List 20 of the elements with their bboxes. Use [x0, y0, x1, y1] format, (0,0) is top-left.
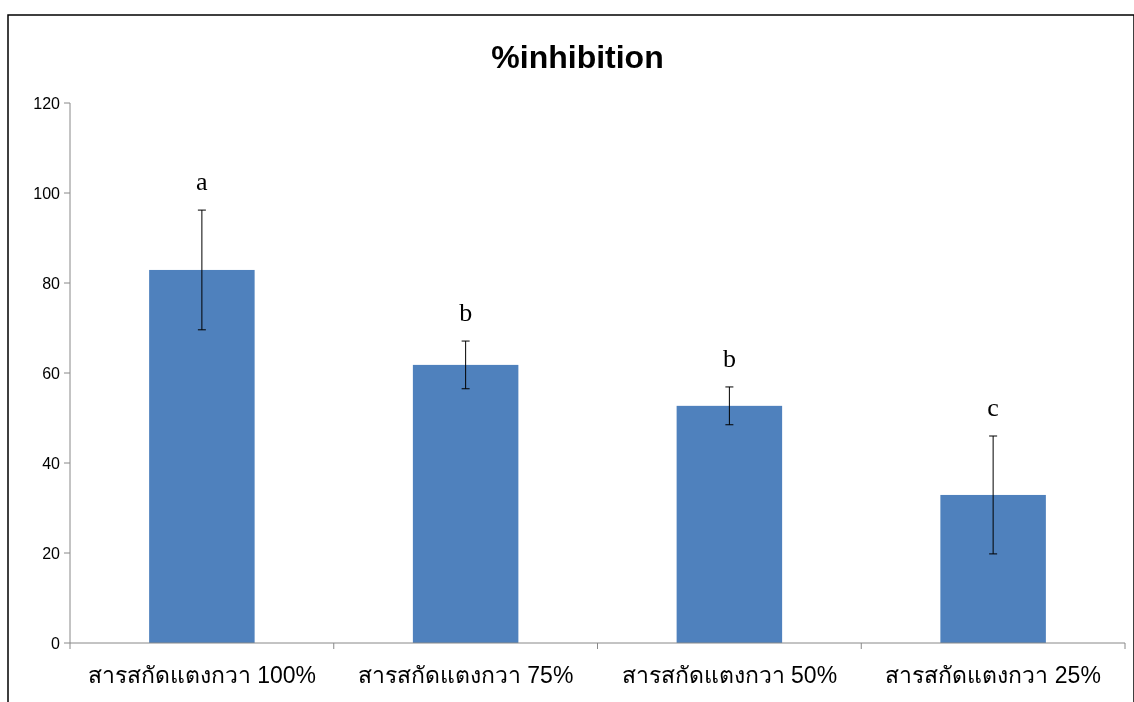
x-tick-label: สารสกัดแตงกวา 50% — [621, 662, 838, 688]
annotation: a — [196, 167, 209, 197]
annotation: c — [987, 393, 999, 422]
chart-title: %inhibition — [491, 39, 664, 75]
annotation: b — [459, 298, 473, 328]
y-tick-label: 100 — [33, 184, 61, 202]
y-tick-label: 20 — [42, 544, 61, 562]
x-tick-label: สารสกัดแตงกวา 75% — [357, 662, 574, 688]
bar — [940, 494, 1046, 643]
y-tick-label: 120 — [33, 94, 61, 112]
y-tick-label: 40 — [42, 454, 61, 472]
bar — [412, 364, 519, 643]
y-tick-label: 0 — [51, 634, 61, 652]
bar — [676, 405, 783, 643]
y-tick-label: 80 — [42, 274, 61, 292]
x-tick-label: สารสกัดแตงกวา 25% — [885, 662, 1101, 688]
bar — [149, 269, 255, 643]
annotation: b — [722, 343, 736, 373]
y-tick-label: 60 — [42, 364, 61, 382]
x-tick-label: สารสกัดแตงกวา 100% — [87, 662, 316, 688]
